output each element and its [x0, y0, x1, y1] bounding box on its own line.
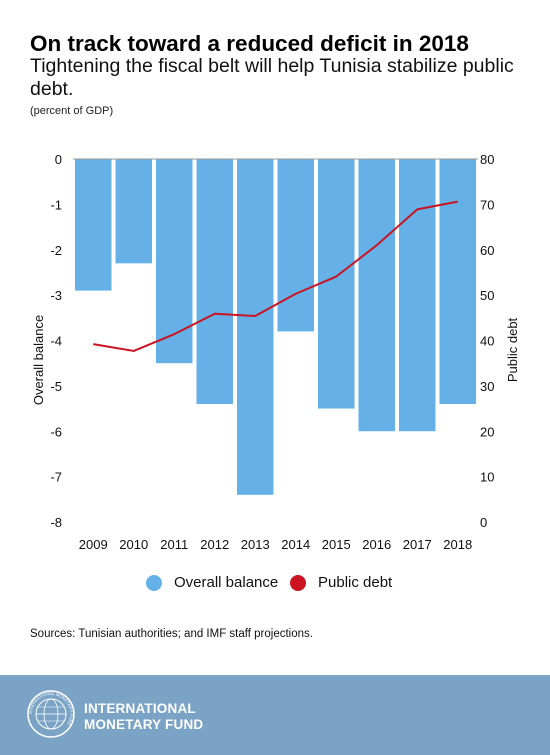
line-public-debt — [93, 200, 458, 352]
right-axis-label: Public debt — [505, 317, 520, 382]
imf-wordmark: INTERNATIONAL MONETARY FUND — [84, 701, 203, 733]
x-tick-label: 2018 — [443, 537, 472, 552]
chart-title: On track toward a reduced deficit in 201… — [30, 31, 469, 56]
footer-banner: INTERNATIONAL MONETARY FUND INTERNATIONA… — [0, 675, 550, 755]
legend-item-debt: Public debt — [290, 574, 392, 591]
bar-overall-balance-2014 — [277, 159, 314, 332]
x-tick-label: 2011 — [160, 537, 188, 552]
right-tick-label: 10 — [480, 470, 494, 485]
right-tick-label: 0 — [480, 515, 487, 530]
bar-overall-balance-2010 — [115, 159, 152, 264]
left-tick-label: 0 — [55, 152, 62, 167]
legend-label-debt: Public debt — [318, 574, 393, 591]
legend-swatch-balance — [146, 574, 162, 591]
right-tick-label: 30 — [480, 379, 494, 394]
x-tick-label: 2017 — [403, 537, 432, 552]
legend-swatch-debt — [290, 574, 306, 591]
right-tick-label: 70 — [480, 197, 494, 212]
bar-overall-balance-2013 — [237, 159, 274, 495]
left-tick-label: -2 — [50, 243, 62, 258]
line-layer — [93, 200, 458, 352]
bar-overall-balance-2017 — [399, 159, 436, 432]
imf-seal-icon: INTERNATIONAL MONETARY FUND — [27, 690, 75, 738]
left-tick-label: -8 — [50, 515, 62, 530]
org-name-line2: MONETARY FUND — [84, 717, 204, 732]
x-tick-label: 2012 — [200, 537, 229, 552]
bar-overall-balance-2016 — [358, 159, 395, 432]
left-tick-label: -1 — [50, 197, 62, 212]
x-tick-label: 2015 — [322, 537, 351, 552]
x-tick-label: 2010 — [119, 537, 148, 552]
left-tick-label: -3 — [50, 288, 62, 303]
bar-overall-balance-2009 — [75, 159, 112, 291]
org-name-line1: INTERNATIONAL — [84, 701, 196, 716]
x-tick-label: 2009 — [79, 537, 108, 552]
right-tick-label: 50 — [480, 288, 494, 303]
x-axis-ticks: 2009 2010 2011 2012 2013 2014 2015 2016 2017 2018 — [79, 537, 472, 552]
left-axis-label: Overall balance — [31, 315, 46, 405]
left-tick-label: -7 — [50, 470, 62, 485]
legend-label-balance: Overall balance — [174, 574, 279, 591]
bar-overall-balance-2015 — [318, 159, 355, 409]
x-tick-label: 2014 — [281, 537, 310, 552]
bar-overall-balance-2012 — [196, 159, 233, 405]
bar-overall-balance-2011 — [156, 159, 193, 364]
x-tick-label: 2013 — [241, 537, 270, 552]
left-tick-label: -4 — [50, 334, 62, 349]
left-tick-label: -6 — [50, 424, 62, 439]
source-note: Sources: Tunisian authorities; and IMF s… — [30, 628, 313, 640]
left-axis-ticks: 0 -1 -2 -3 -4 -5 -6 -7 -8 — [50, 152, 62, 530]
right-axis-ticks: 80 70 60 50 40 30 20 10 0 — [480, 152, 494, 530]
chart-subtitle: Tightening the fiscal belt will help Tun… — [30, 55, 514, 100]
unit-note: (percent of GDP) — [30, 105, 114, 117]
x-tick-label: 2016 — [362, 537, 391, 552]
right-tick-label: 60 — [480, 243, 494, 258]
legend-item-balance: Overall balance — [146, 574, 278, 591]
legend: Overall balance Public debt — [0, 574, 550, 596]
bar-overall-balance-2018 — [439, 159, 476, 405]
bars-layer — [75, 159, 476, 495]
right-tick-label: 80 — [480, 152, 494, 167]
left-tick-label: -5 — [50, 379, 62, 394]
right-tick-label: 20 — [480, 424, 494, 439]
right-tick-label: 40 — [480, 334, 494, 349]
